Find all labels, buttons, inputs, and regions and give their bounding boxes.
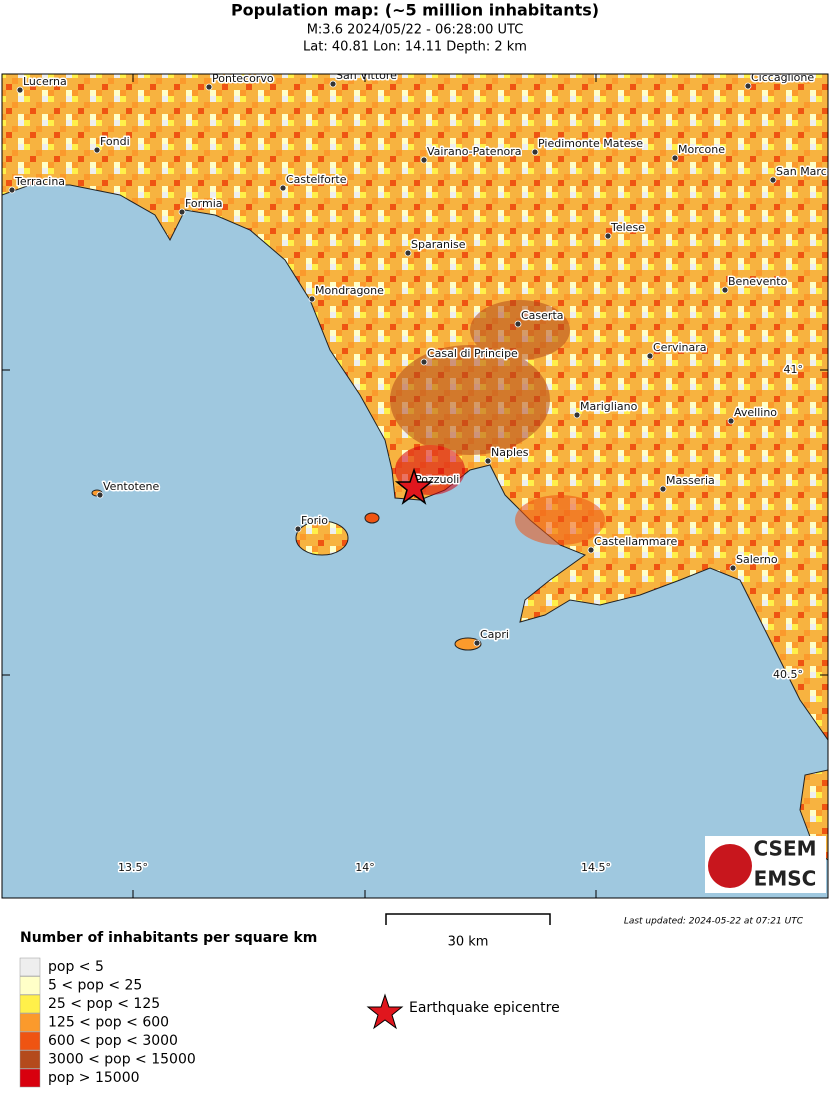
city-label: Fondi: [100, 135, 130, 148]
city-dot: [93, 146, 101, 154]
city-dot: [294, 525, 302, 533]
city-dot: [531, 148, 539, 156]
city-dot: [205, 83, 213, 91]
city-label: Masseria: [666, 474, 715, 487]
epicentre-star: [394, 467, 434, 505]
city-label: Capri: [480, 628, 509, 641]
city-dot: [604, 232, 612, 240]
city-label: Vairano-Patenora: [427, 145, 522, 158]
city-dot: [587, 546, 595, 554]
scale-label: 30 km: [448, 935, 489, 950]
legend-label: pop > 15000: [48, 1070, 140, 1086]
city-dot: [16, 86, 24, 94]
city-label: Avellino: [734, 406, 777, 419]
legend-swatch: [19, 994, 41, 1014]
city-label: Cervinara: [653, 341, 707, 354]
legend-swatch: [19, 1031, 41, 1051]
legend-swatch: [19, 976, 41, 995]
map-frame: [1, 73, 829, 899]
city-dot: [671, 154, 679, 162]
legend-label: 3000 < pop < 15000: [48, 1052, 196, 1068]
city-label: Terracina: [14, 175, 65, 188]
city-label: Naples: [491, 446, 529, 459]
city-dot: [404, 249, 412, 257]
city-dot: [769, 176, 777, 184]
lon-label: 14°: [355, 861, 375, 874]
island: [295, 520, 349, 556]
city-label: Caserta: [521, 309, 564, 322]
city-label: Castellammare: [594, 535, 678, 548]
legend-swatch: [19, 1050, 41, 1069]
city-label: Marigliano: [580, 400, 638, 413]
city-dot: [727, 417, 735, 425]
lon-label: 13.5°: [118, 861, 148, 874]
city-label: Telese: [610, 221, 645, 234]
lon-label: 14.5°: [581, 861, 611, 874]
city-label: San Marco: [776, 165, 831, 178]
city-label: Ciccaglione: [751, 71, 814, 84]
island: [364, 512, 380, 524]
legend-label: pop < 5: [48, 959, 104, 975]
city-dot: [729, 564, 737, 572]
city-dot: [484, 457, 492, 465]
logo-text: EMSC: [754, 867, 817, 891]
city-dot: [573, 411, 581, 419]
city-label: Lucerna: [23, 75, 67, 88]
city-dot: [420, 156, 428, 164]
city-dot: [646, 352, 654, 360]
city-dot: [308, 295, 316, 303]
city-label: Piedimonte Matese: [538, 137, 643, 150]
legend-title: Number of inhabitants per square km: [20, 930, 317, 946]
city-dot: [473, 639, 481, 647]
city-label: Sparanise: [411, 238, 466, 251]
city-dot: [721, 286, 729, 294]
subtitle: M:3.6 2024/05/22 - 06:28:00 UTC: [307, 23, 524, 38]
logo-text: CSEM: [753, 837, 816, 861]
legend-star: [366, 993, 404, 1030]
city-label: Casal di Principe: [427, 347, 518, 360]
city-label: Castelforte: [286, 173, 347, 186]
city-label: Formia: [185, 197, 223, 210]
legend-label: 600 < pop < 3000: [48, 1033, 178, 1049]
lat-label: 40.5°: [773, 668, 803, 681]
legend-epicentre: Earthquake epicentre: [409, 1000, 560, 1016]
city-label: Salerno: [736, 553, 778, 566]
city-dot: [8, 186, 16, 194]
legend-label: 25 < pop < 125: [48, 996, 160, 1012]
city-label: Mondragone: [315, 284, 384, 297]
legend-swatch: [19, 1013, 41, 1032]
legend-label: 5 < pop < 25: [48, 978, 142, 994]
logo-globe: [708, 844, 752, 888]
city-label: Pontecorvo: [212, 72, 274, 85]
city-dot: [420, 358, 428, 366]
city-label: Forio: [301, 514, 328, 527]
legend-label: 125 < pop < 600: [48, 1015, 169, 1031]
city-label: Benevento: [728, 275, 788, 288]
city-dot: [279, 184, 287, 192]
city-dot: [659, 485, 667, 493]
title: Population map: (~5 million inhabitants): [231, 1, 599, 20]
scale-bar: [385, 913, 551, 925]
legend-swatch: [19, 1068, 41, 1088]
subtitle: Lat: 40.81 Lon: 14.11 Depth: 2 km: [303, 40, 527, 55]
map: Lucerna Pontecorvo San Vittore Ciccaglione F…: [2, 69, 831, 898]
city-label: Morcone: [678, 143, 725, 156]
urban-areas: [390, 300, 605, 545]
city-dot: [178, 208, 186, 216]
city-label: San Vittore: [336, 69, 397, 82]
last-updated: Last updated: 2024-05-22 at 07:21 UTC: [624, 917, 804, 927]
lat-label: 41°: [784, 363, 804, 376]
city-label: Ventotene: [103, 480, 160, 493]
legend-swatch: [19, 957, 41, 977]
city-dot: [744, 82, 752, 90]
city-dot: [514, 320, 522, 328]
city-dot: [96, 491, 104, 499]
city-dot: [329, 80, 337, 88]
